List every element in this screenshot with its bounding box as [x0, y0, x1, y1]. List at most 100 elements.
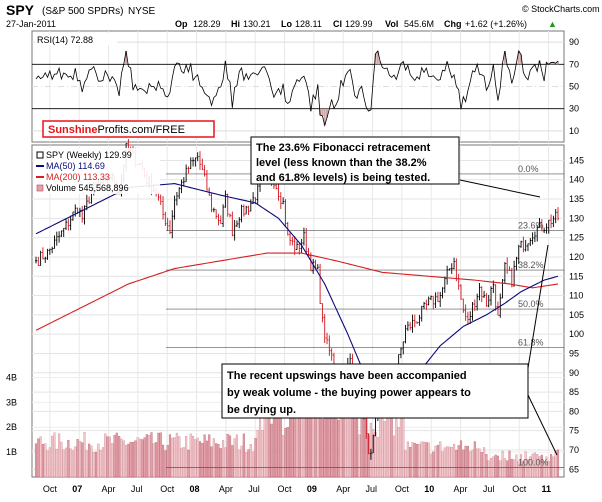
volume-bar	[189, 433, 192, 478]
fib-level-label: 61.8%	[518, 338, 544, 348]
rsi-tick-labels: 10 30 50 70 90	[569, 37, 579, 136]
volume-bar	[185, 436, 188, 478]
fib-level-label: 23.6%	[518, 221, 544, 231]
volume-bar	[212, 438, 215, 478]
volume-bar	[545, 456, 548, 478]
price-tick-label: 95	[569, 348, 579, 358]
volume-bar	[413, 443, 416, 478]
volume-bar	[178, 436, 181, 478]
volume-bar	[517, 461, 520, 478]
volume-bar	[252, 451, 255, 478]
volume-bar	[219, 448, 222, 478]
volume-bar	[434, 445, 437, 478]
x-tick-label: Jul	[131, 484, 143, 494]
x-tick-label: Oct	[395, 484, 410, 494]
volume-bar	[134, 440, 137, 478]
volume-bar	[196, 437, 199, 478]
volume-bar	[446, 446, 449, 478]
volume-bar	[501, 450, 504, 478]
volume-bar	[51, 435, 54, 478]
volume-bar	[53, 432, 56, 478]
volume-bar	[556, 449, 560, 478]
volume-bar	[58, 433, 61, 478]
volume-bar	[111, 443, 114, 478]
price-tick-label: 85	[569, 387, 579, 397]
volume-bar	[182, 447, 185, 478]
volume-bar	[471, 449, 474, 478]
fib-annotation-line-3: and 61.8% levels) is being tested.	[256, 172, 430, 184]
volume-bar	[339, 418, 342, 478]
volume-bar	[175, 432, 178, 478]
volume-bar	[115, 432, 118, 478]
volume-bar	[187, 449, 190, 478]
cl-label: Cl	[333, 19, 342, 29]
legend-volume-swatch	[36, 184, 44, 192]
volume-bar	[483, 447, 486, 478]
x-tick-label: 08	[190, 484, 200, 494]
volume-bar	[97, 443, 100, 478]
volume-bar	[127, 443, 130, 478]
x-tick-label: 09	[307, 484, 317, 494]
volume-bar	[245, 451, 248, 478]
volume-bar	[155, 442, 158, 478]
volume-bar	[261, 430, 264, 478]
volume-bar	[478, 448, 481, 478]
volume-annotation: The recent upswings have been accompanie…	[221, 244, 558, 456]
rsi-line	[35, 49, 559, 127]
legend-ma200: MA(200) 113.33	[46, 172, 110, 182]
volume-bar	[524, 451, 527, 478]
volume-annotation-box	[221, 363, 529, 419]
x-tick-label: Jul	[483, 484, 495, 494]
volume-tick-labels: 1B 2B 3B 4B	[6, 372, 17, 457]
volume-bar	[485, 454, 488, 478]
volume-bar	[464, 445, 467, 478]
price-tick-label: 110	[569, 291, 583, 301]
volume-bar	[316, 417, 319, 478]
volume-bar	[425, 442, 428, 478]
volume-bar	[166, 445, 169, 478]
volume-bar	[254, 438, 257, 478]
volume-bar	[69, 448, 72, 478]
volume-bar	[203, 434, 206, 478]
volume-bar	[282, 435, 285, 478]
symbol-description: (S&P 500 SPDRs)	[42, 6, 124, 17]
volume-bar	[64, 447, 68, 478]
volume-bar	[76, 439, 79, 478]
volume-bar	[131, 442, 135, 478]
volume-bar	[101, 447, 105, 478]
volume-bar	[510, 458, 513, 478]
volume-bar	[441, 451, 444, 478]
volume-bar	[222, 440, 225, 478]
hi-label: Hi	[231, 19, 240, 29]
price-tick-label: 75	[569, 426, 579, 436]
volume-bar	[466, 445, 469, 478]
legend-ma50: MA(50) 114.69	[46, 161, 105, 171]
watermark: © StockCharts.com	[522, 4, 600, 14]
volume-bar	[122, 440, 125, 478]
volume-bar	[402, 418, 405, 478]
volume-bar	[436, 445, 439, 478]
volume-bar	[494, 454, 497, 478]
ma200-line	[35, 252, 559, 331]
volume-bar	[67, 439, 70, 478]
logo-sunshine: SunshineProfits.com/FREE	[48, 124, 185, 136]
volume-bar	[141, 439, 144, 478]
volume-bar	[270, 423, 273, 478]
price-tick-label: 135	[569, 194, 584, 204]
volume-bar	[192, 436, 195, 478]
fib-level-label: 0.0%	[518, 164, 539, 174]
volume-bar	[148, 435, 151, 478]
rsi-tick-label: 30	[569, 104, 579, 114]
exchange: NYSE	[128, 6, 156, 17]
x-tick-label: Oct	[512, 484, 527, 494]
volume-bar	[411, 442, 414, 478]
volume-bar	[503, 458, 506, 478]
volume-bar	[499, 460, 502, 478]
volume-bar	[506, 460, 509, 478]
rsi-label: RSI(14) 72.88	[37, 35, 93, 45]
chg-up-arrow-icon: ▲	[548, 19, 557, 29]
volume-bar	[522, 461, 525, 478]
volume-bar	[242, 433, 245, 478]
volume-bar	[533, 452, 536, 478]
fib-level-label: 100.0%	[518, 457, 549, 467]
